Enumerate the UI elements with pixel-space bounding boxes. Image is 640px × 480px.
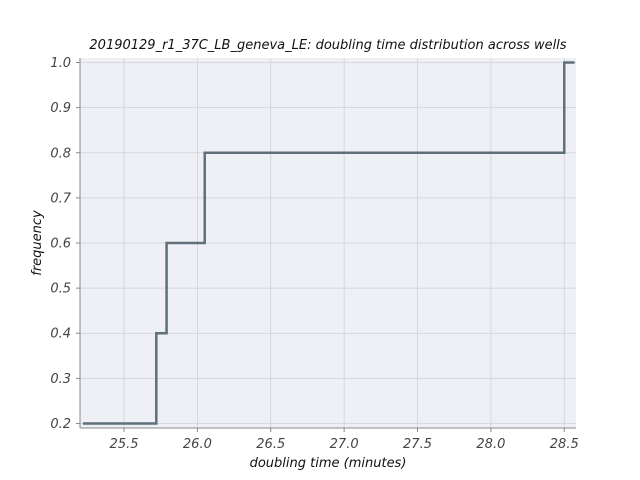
x-tick-label-1: 26.0 [183, 437, 212, 452]
y-tick-label-4: 0.6 [50, 237, 71, 252]
x-tick-label-0: 25.5 [110, 437, 139, 452]
series-line-0 [82, 61, 575, 425]
y-tick-label-2: 0.4 [50, 327, 71, 342]
chart-title: 20190129_r1_37C_LB_geneva_LE: doubling t… [89, 38, 566, 53]
y-tick-label-6: 0.8 [50, 146, 71, 161]
y-tick-label-5: 0.7 [50, 191, 71, 206]
y-tick-label-7: 0.9 [50, 101, 71, 116]
y-tick-label-0: 0.2 [50, 417, 71, 432]
y-tick-label-3: 0.5 [50, 282, 71, 297]
x-tick-label-6: 28.5 [550, 437, 579, 452]
y-tick-label-8: 1.0 [50, 56, 71, 71]
x-tick-label-2: 26.5 [256, 437, 285, 452]
series-group [82, 61, 575, 425]
y-axis-ticks: 0.2 0.3 0.4 0.5 0.6 0.7 0.8 0.9 1.0 [50, 56, 80, 432]
y-tick-label-1: 0.3 [50, 372, 71, 387]
x-tick-label-3: 27.0 [330, 437, 359, 452]
x-tick-label-5: 28.0 [476, 437, 505, 452]
x-axis-ticks: 25.5 26.0 26.5 27.0 27.5 28.0 28.5 [110, 428, 579, 452]
x-tick-label-4: 27.5 [403, 437, 432, 452]
y-axis-label: frequency [30, 210, 45, 276]
x-axis-label: doubling time (minutes) [250, 456, 407, 471]
